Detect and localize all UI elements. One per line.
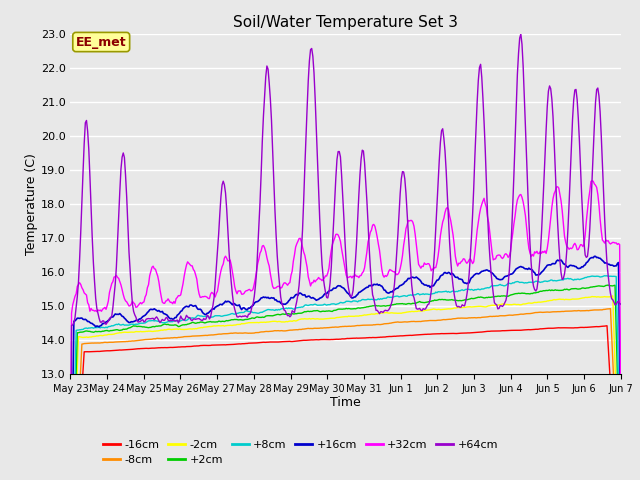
Y-axis label: Temperature (C): Temperature (C) bbox=[25, 153, 38, 255]
Legend: -16cm, -8cm, -2cm, +2cm, +8cm, +16cm, +32cm, +64cm: -16cm, -8cm, -2cm, +2cm, +8cm, +16cm, +3… bbox=[104, 440, 498, 465]
Title: Soil/Water Temperature Set 3: Soil/Water Temperature Set 3 bbox=[233, 15, 458, 30]
X-axis label: Time: Time bbox=[330, 396, 361, 408]
Text: EE_met: EE_met bbox=[76, 36, 127, 48]
